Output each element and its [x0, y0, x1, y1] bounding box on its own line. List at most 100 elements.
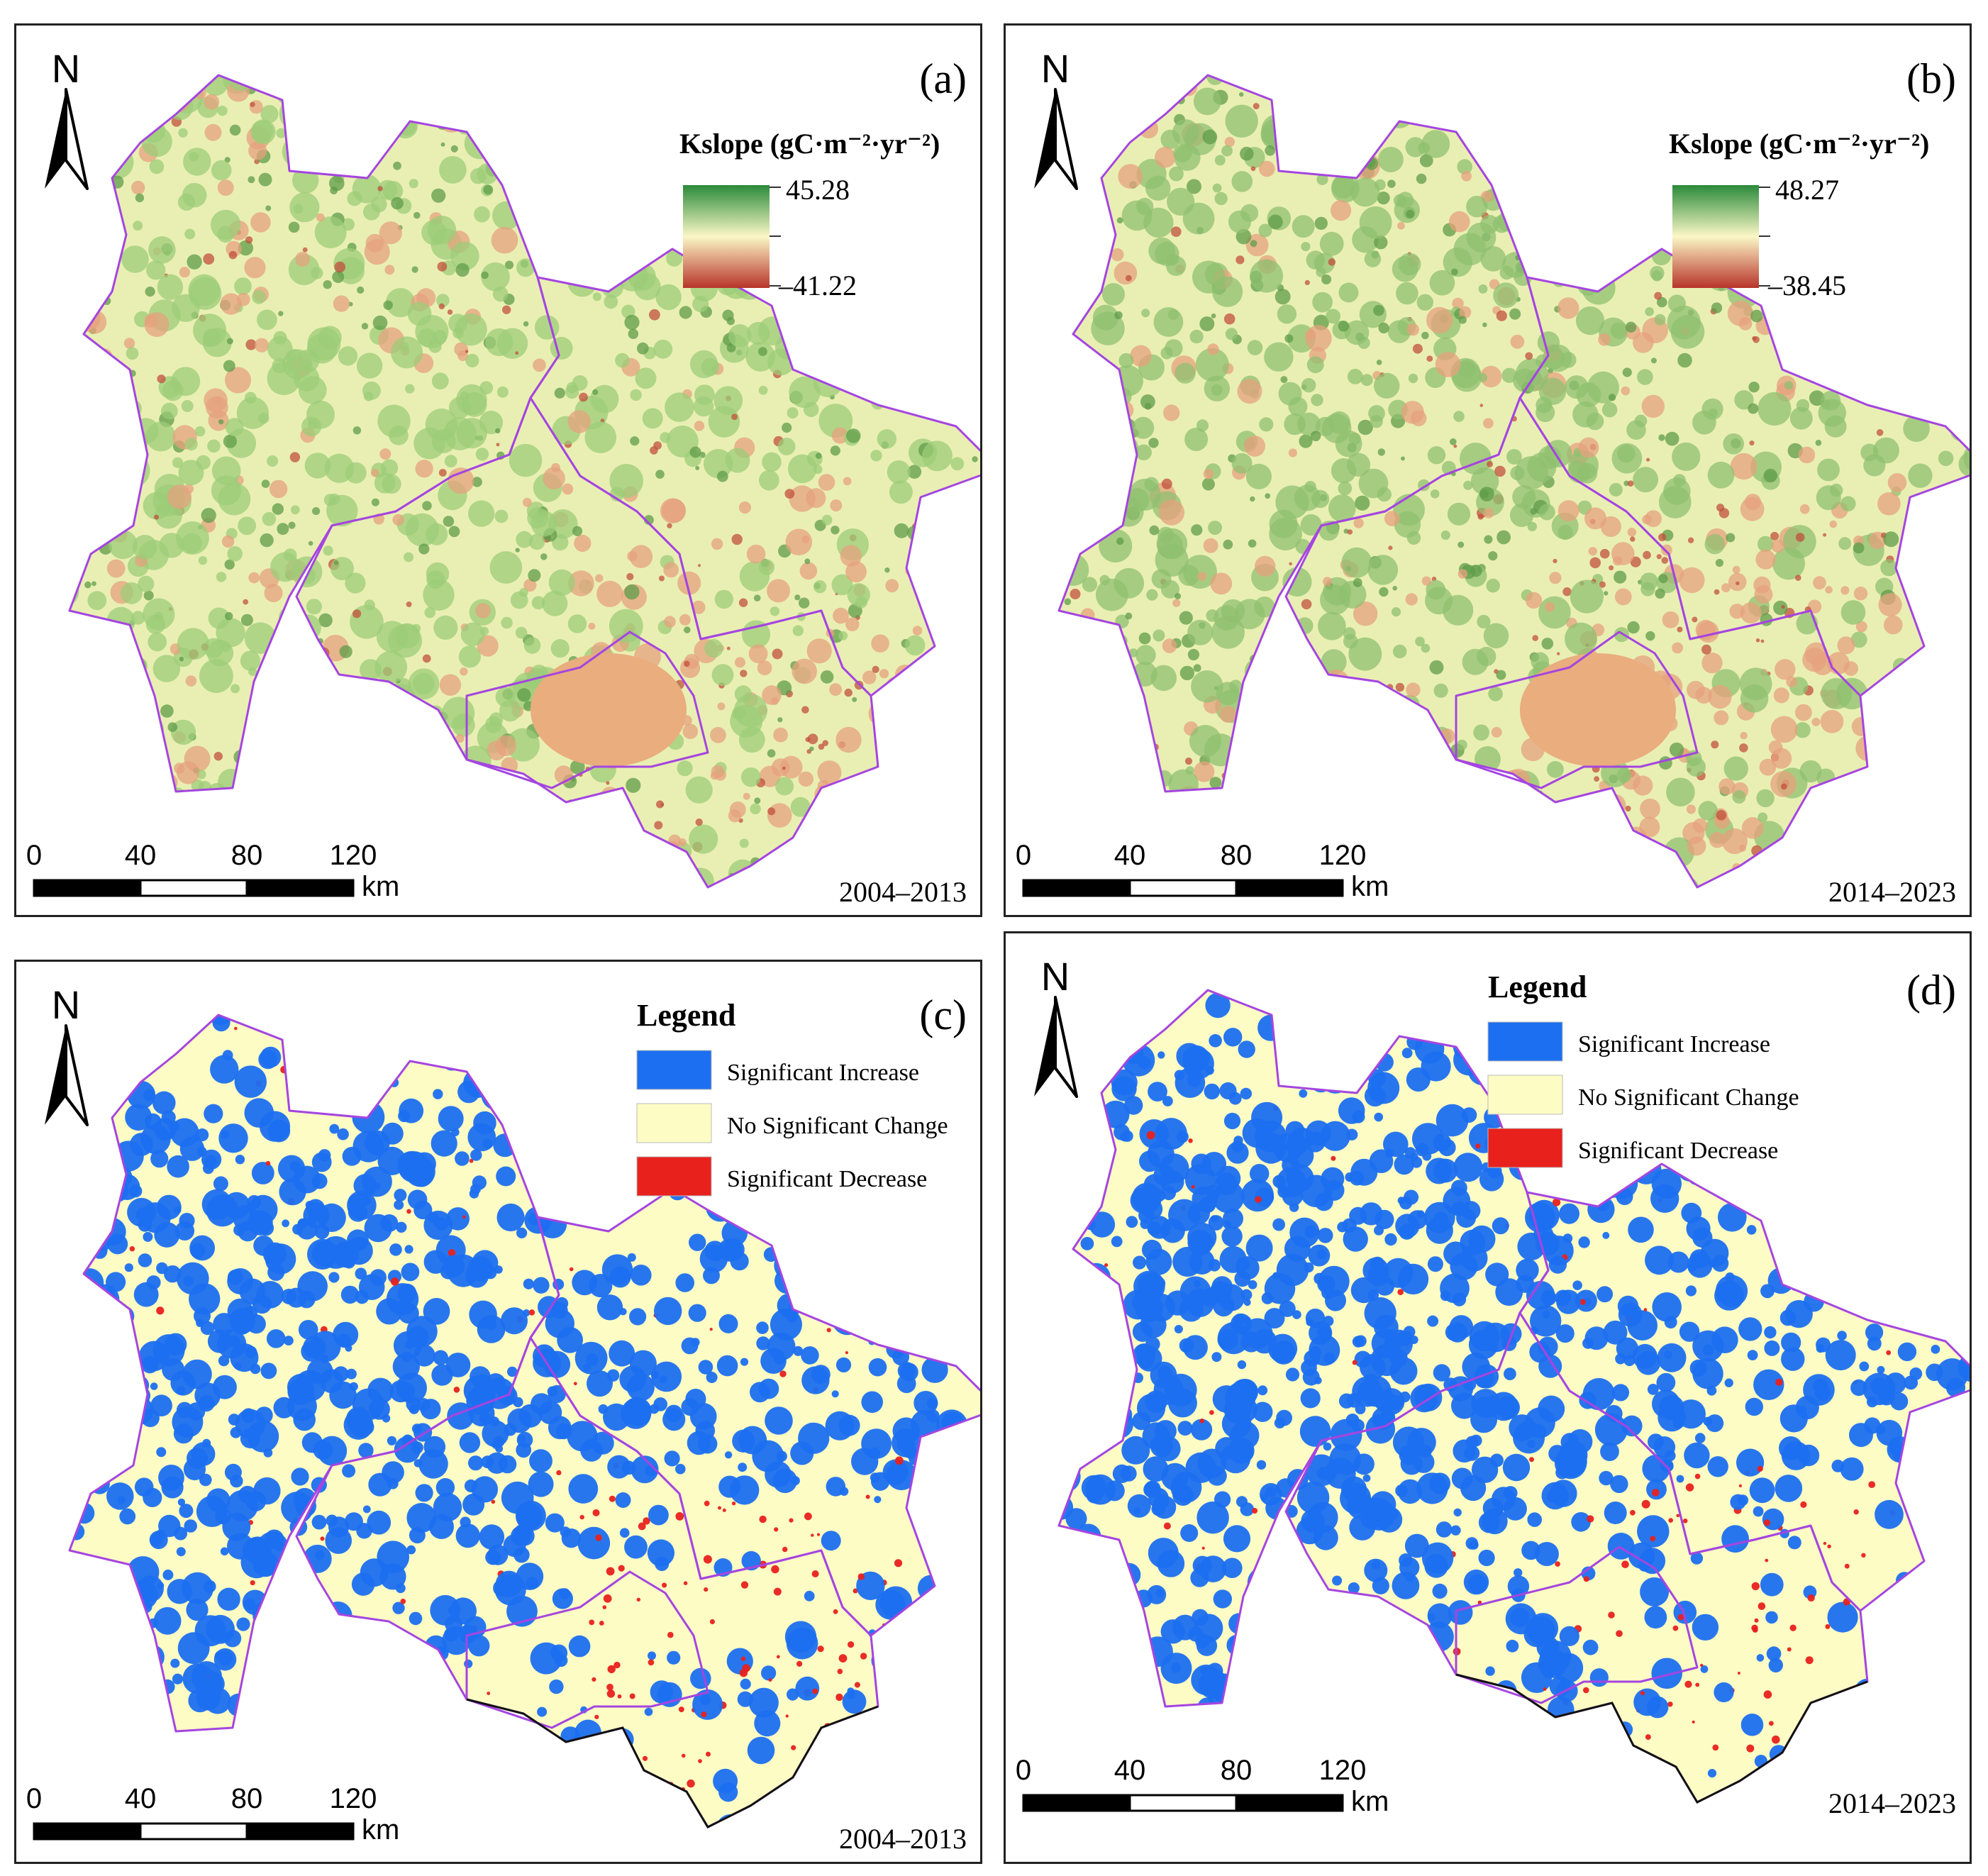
raster-cell	[801, 706, 809, 714]
raster-cell	[1265, 493, 1271, 499]
raster-cell	[406, 1503, 437, 1533]
raster-cell	[957, 798, 970, 812]
raster-cell	[617, 1694, 622, 1699]
raster-cell	[790, 1441, 814, 1465]
raster-cell	[1574, 218, 1593, 237]
raster-cell	[1483, 623, 1509, 649]
raster-cell	[560, 993, 579, 1013]
raster-cell	[1627, 857, 1649, 879]
raster-cell	[1838, 354, 1861, 377]
raster-cell	[940, 224, 970, 252]
raster-cell	[394, 741, 406, 753]
raster-cell	[601, 276, 624, 299]
raster-cell	[119, 123, 135, 139]
raster-cell	[370, 1709, 387, 1726]
raster-cell	[1695, 59, 1707, 71]
raster-cell	[959, 1648, 966, 1655]
raster-cell	[1616, 172, 1647, 202]
raster-cell	[1594, 776, 1599, 782]
raster-cell	[767, 89, 797, 118]
raster-cell	[630, 436, 640, 446]
raster-cell	[228, 250, 238, 260]
raster-cell	[1600, 216, 1610, 226]
raster-cell	[1116, 697, 1133, 715]
raster-cell	[443, 1255, 465, 1277]
raster-cell	[374, 76, 387, 89]
raster-cell	[1247, 340, 1263, 355]
raster-cell	[877, 429, 897, 449]
raster-cell	[1368, 694, 1381, 707]
raster-cell	[200, 1321, 215, 1336]
raster-cell	[1599, 1470, 1614, 1486]
raster-cell	[226, 338, 233, 345]
raster-cell	[1565, 622, 1597, 655]
raster-cell	[604, 1054, 617, 1067]
raster-cell	[72, 750, 77, 755]
raster-cell	[157, 374, 166, 384]
raster-cell	[1966, 1750, 1970, 1755]
raster-cell	[523, 1813, 539, 1827]
raster-cell	[861, 1391, 883, 1414]
raster-cell	[1459, 306, 1472, 318]
raster-cell	[829, 683, 842, 696]
raster-cell	[1748, 382, 1760, 393]
raster-cell	[1895, 684, 1907, 696]
raster-cell	[401, 1704, 421, 1724]
raster-cell	[636, 1597, 640, 1602]
raster-cell	[1805, 55, 1814, 63]
raster-cell	[430, 101, 442, 113]
raster-cell	[406, 1545, 416, 1555]
raster-cell	[70, 1629, 85, 1655]
raster-cell	[493, 1436, 505, 1448]
raster-cell	[1960, 156, 1970, 165]
raster-cell	[1275, 718, 1287, 730]
raster-cell	[436, 1027, 465, 1055]
raster-cell	[1273, 839, 1297, 864]
raster-cell	[654, 821, 663, 830]
raster-cell	[1272, 708, 1303, 739]
district-area-east	[531, 249, 980, 696]
raster-cell	[875, 1752, 881, 1758]
raster-cell	[1768, 200, 1774, 206]
raster-cell	[1541, 206, 1553, 216]
raster-cell	[698, 1360, 713, 1375]
raster-cell	[1479, 487, 1494, 501]
raster-cell	[848, 1760, 861, 1773]
raster-cell	[801, 1366, 830, 1394]
raster-cell	[641, 1794, 668, 1821]
raster-cell	[265, 1160, 271, 1166]
raster-cell	[1562, 270, 1577, 285]
raster-cell	[1409, 774, 1431, 795]
raster-cell	[311, 1631, 324, 1643]
period-label: 2014–2023	[1828, 876, 1956, 908]
raster-cell	[217, 106, 228, 116]
raster-cell	[960, 1260, 969, 1268]
raster-cell	[105, 714, 126, 733]
raster-cell	[458, 645, 482, 668]
raster-cell	[709, 1619, 716, 1625]
raster-cell	[1963, 389, 1970, 404]
raster-cell	[74, 1272, 91, 1289]
raster-cell	[1733, 54, 1743, 64]
raster-cell	[309, 1331, 341, 1362]
raster-cell	[486, 777, 501, 793]
raster-cell	[968, 696, 978, 706]
raster-cell	[909, 1603, 941, 1636]
raster-cell	[523, 1278, 534, 1289]
legend-color-ramp	[683, 185, 770, 288]
raster-cell	[1697, 174, 1707, 185]
raster-cell	[760, 1348, 787, 1374]
raster-cell	[1467, 877, 1480, 887]
raster-cell	[250, 119, 276, 145]
raster-cell	[1059, 182, 1070, 216]
raster-cell	[1501, 367, 1517, 383]
raster-cell	[1817, 1742, 1834, 1759]
raster-cell	[865, 274, 880, 289]
raster-cell	[565, 1202, 582, 1219]
raster-cell	[1546, 847, 1562, 862]
raster-cell	[1575, 306, 1605, 335]
raster-cell	[1840, 600, 1866, 625]
raster-cell	[1163, 404, 1180, 421]
raster-cell	[516, 531, 533, 548]
raster-cell	[1794, 300, 1825, 331]
